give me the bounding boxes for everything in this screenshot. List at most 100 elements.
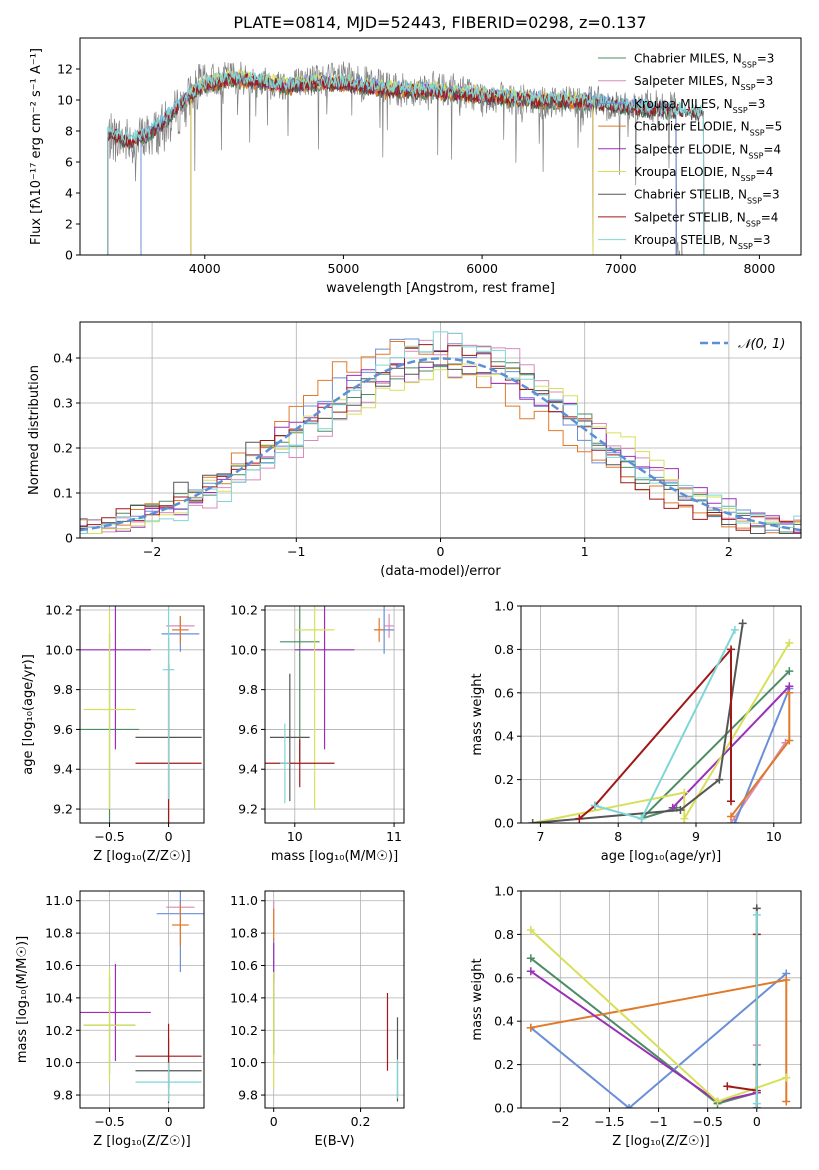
y-tick-label: 10.2 <box>230 602 258 617</box>
legend-sub: SSP <box>748 151 763 160</box>
point-marker <box>528 819 537 823</box>
x-tick-label: 8000 <box>743 261 775 276</box>
x-axis-label: Z [log₁₀(Z/Z☉)] <box>93 1134 190 1149</box>
point-marker <box>526 1023 535 1032</box>
y-tick-label: 9.4 <box>238 762 258 777</box>
y-tick-label: 10.8 <box>230 926 258 941</box>
x-tick-label: 5000 <box>328 261 360 276</box>
y-tick-label: 10.2 <box>230 1023 258 1038</box>
axes-frame <box>264 890 405 1109</box>
x-axis-label: (data-model)/error <box>380 564 501 579</box>
y-tick-label: 11.0 <box>45 893 73 908</box>
legend-label: Salpeter MILES, NSSP=3 <box>634 74 773 92</box>
axes-frame <box>79 890 205 1109</box>
legend-sub: SSP <box>733 105 748 114</box>
errorbar-kroupa-stelib <box>162 606 175 800</box>
y-tick-label: 11.0 <box>230 893 258 908</box>
y-axis-label: age [log₁₀(age/yr)] <box>21 654 36 775</box>
point-marker <box>727 812 735 821</box>
point-marker <box>785 682 794 691</box>
chart-weight_vs_age: 7 8 9 10 0.0 0.2 0.4 0.6 0.8 1.0 age [log₁₀(age/yr… <box>470 599 802 864</box>
y-tick-label: 0.4 <box>53 351 73 366</box>
x-axis-label: Z [log₁₀(Z/Z☉)] <box>612 1134 709 1149</box>
y-tick-label: 9.4 <box>53 762 73 777</box>
legend-label: Kroupa MILES, NSSP=3 <box>634 97 765 115</box>
y-tick-label: 10.0 <box>45 642 73 657</box>
y-tick-label: 4 <box>65 186 73 201</box>
plot-area <box>273 900 399 1102</box>
axes-frame <box>79 321 802 539</box>
y-tick-label: 9.8 <box>238 1088 258 1103</box>
y-tick-label: 10.8 <box>45 926 73 941</box>
legend-sub: SSP <box>742 60 757 69</box>
series-kroupa-stelib <box>590 625 739 823</box>
figure-title: PLATE=0814, MJD=52443, FIBERID=0298, z=0… <box>233 13 646 32</box>
y-tick-label: 10.4 <box>230 990 258 1005</box>
x-tick-label: 0 <box>165 829 173 844</box>
y-tick-label: 0.0 <box>494 1101 514 1116</box>
series-salpeter-stelib <box>575 645 735 823</box>
x-tick-label: 0 <box>437 544 445 559</box>
y-tick-label: 6 <box>65 155 73 170</box>
legend-tail: =5 <box>765 120 783 134</box>
legend-sub: SSP <box>750 128 765 137</box>
point-marker <box>575 814 584 823</box>
y-tick-label: 8 <box>65 124 73 139</box>
legend-label: Kroupa ELODIE, NSSP=4 <box>634 165 773 183</box>
x-tick-label: 11 <box>386 829 402 844</box>
point-marker <box>723 1082 732 1091</box>
x-tick-label: −1.5 <box>594 1114 624 1129</box>
x-tick-label: 4000 <box>189 261 221 276</box>
point-marker <box>727 645 735 654</box>
y-tick-label: 2 <box>65 217 73 232</box>
errorbar-salpeter-miles <box>384 613 395 638</box>
series-chabrier-miles <box>526 954 761 1108</box>
plot-area <box>107 61 705 255</box>
legend-sub: SSP <box>747 196 762 205</box>
point-marker <box>785 667 794 676</box>
legend-sub: SSP <box>746 219 761 228</box>
point-marker <box>526 954 535 963</box>
legend-label: 𝒩(0, 1) <box>738 337 785 352</box>
y-tick-label: 0.2 <box>53 441 73 456</box>
y-tick-label: 9.2 <box>53 802 73 817</box>
y-tick-label: 0.2 <box>494 772 514 787</box>
point-marker <box>680 814 689 823</box>
series-chabrier-stelib <box>528 619 747 823</box>
errorbar-salpeter-elodie <box>80 606 151 750</box>
point-marker <box>590 801 599 810</box>
point-marker <box>785 638 794 647</box>
chart-spectrum: 4000 5000 6000 7000 8000 0 2 4 6 8 10 12 wavelength … <box>29 37 802 296</box>
legend-tail: =4 <box>756 165 774 179</box>
legend-tail: =4 <box>763 142 781 156</box>
y-tick-label: 0.3 <box>53 396 73 411</box>
plot-area <box>80 606 202 823</box>
y-axis-label: mass weight <box>470 958 485 1040</box>
errorbar-chabrier-elodie <box>374 617 385 642</box>
x-tick-label: −1 <box>649 1114 667 1129</box>
axes-frame <box>264 605 405 824</box>
point-marker <box>727 797 735 806</box>
x-tick-label: 6000 <box>466 261 498 276</box>
legend-sub: SSP <box>738 242 753 251</box>
chart-weight_vs_Z: −2 −1.5 −1 −0.5 0 0.0 0.2 0.4 0.6 0.8 1.0 Z [log₁₀(… <box>470 884 802 1149</box>
x-tick-label: 1 <box>581 544 589 559</box>
x-tick-label: 10 <box>287 829 303 844</box>
series-chabrier-miles <box>637 667 794 823</box>
x-tick-label: −0.5 <box>94 1114 124 1129</box>
axes-frame <box>520 890 802 1109</box>
y-tick-label: 10 <box>57 93 73 108</box>
point-marker <box>676 805 685 814</box>
legend-label: Kroupa STELIB, NSSP=3 <box>634 233 771 251</box>
point-marker <box>782 1097 791 1106</box>
x-tick-label: 0.2 <box>351 1114 371 1129</box>
y-tick-label: 10.0 <box>230 1055 258 1070</box>
errorbar-salpeter-elodie <box>294 606 355 750</box>
series-line <box>733 688 791 823</box>
x-tick-label: 9 <box>692 829 700 844</box>
x-tick-label: 10 <box>766 829 782 844</box>
point-marker <box>713 1097 722 1106</box>
errorbar-chabrier-miles <box>279 606 320 762</box>
y-tick-label: 9.8 <box>53 1088 73 1103</box>
